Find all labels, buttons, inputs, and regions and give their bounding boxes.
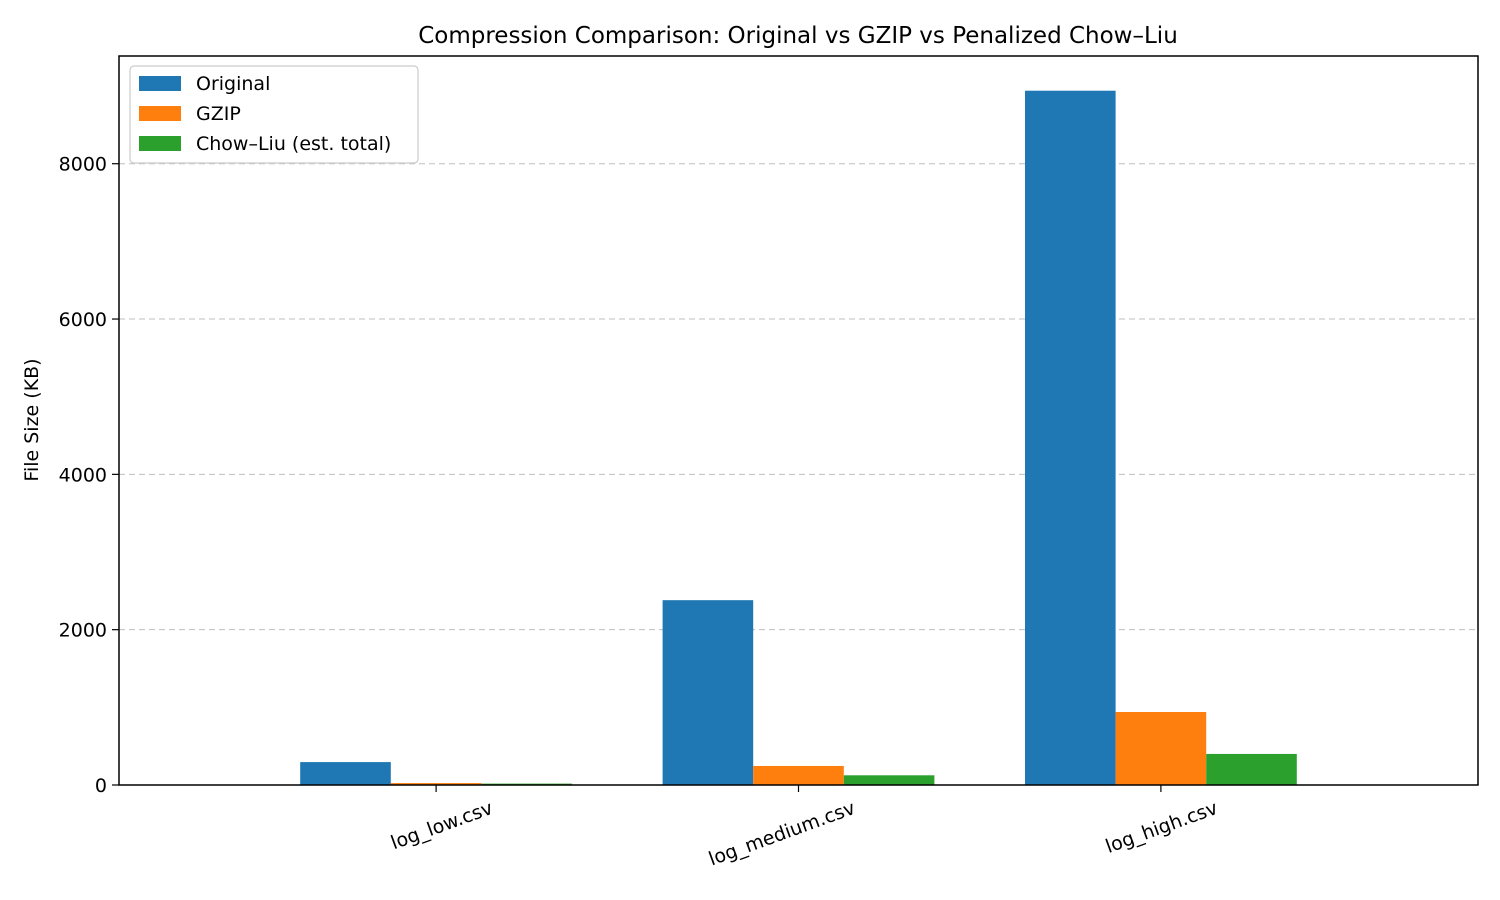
bar [1115, 711, 1207, 785]
y-axis: 0 2000 4000 6000 8000 [59, 154, 119, 797]
y-tick-label: 0 [95, 775, 107, 797]
x-tick-label: log_medium.csv [706, 797, 858, 870]
bar [390, 783, 482, 785]
bar [1206, 753, 1297, 785]
legend-label: GZIP [196, 103, 241, 125]
bar [300, 762, 391, 785]
x-tick-label: log_high.csv [1103, 797, 1221, 858]
bar [1025, 90, 1116, 785]
bar [753, 765, 844, 785]
legend: Original GZIP Chow–Liu (est. total) [129, 65, 419, 164]
grid-lines [119, 163, 1478, 631]
bars [300, 90, 1297, 785]
legend-swatch [139, 76, 181, 91]
bar [662, 600, 754, 785]
legend-label: Original [196, 73, 270, 95]
plot-frame [118, 55, 1479, 786]
chart-title: Compression Comparison: Original vs GZIP… [418, 23, 1178, 49]
y-tick-label: 2000 [59, 620, 107, 642]
y-tick-label: 4000 [59, 464, 107, 486]
x-axis: log_low.csv log_medium.csv log_high.csv [388, 785, 1221, 870]
legend-swatch [139, 106, 181, 121]
bar [843, 775, 935, 785]
y-axis-label: File Size (KB) [21, 358, 43, 481]
legend-label: Chow–Liu (est. total) [196, 133, 391, 155]
x-tick-label: log_low.csv [388, 797, 496, 854]
legend-box [129, 65, 419, 164]
legend-swatch [139, 136, 181, 151]
y-tick-label: 6000 [59, 309, 107, 331]
y-tick-label: 8000 [59, 154, 107, 176]
